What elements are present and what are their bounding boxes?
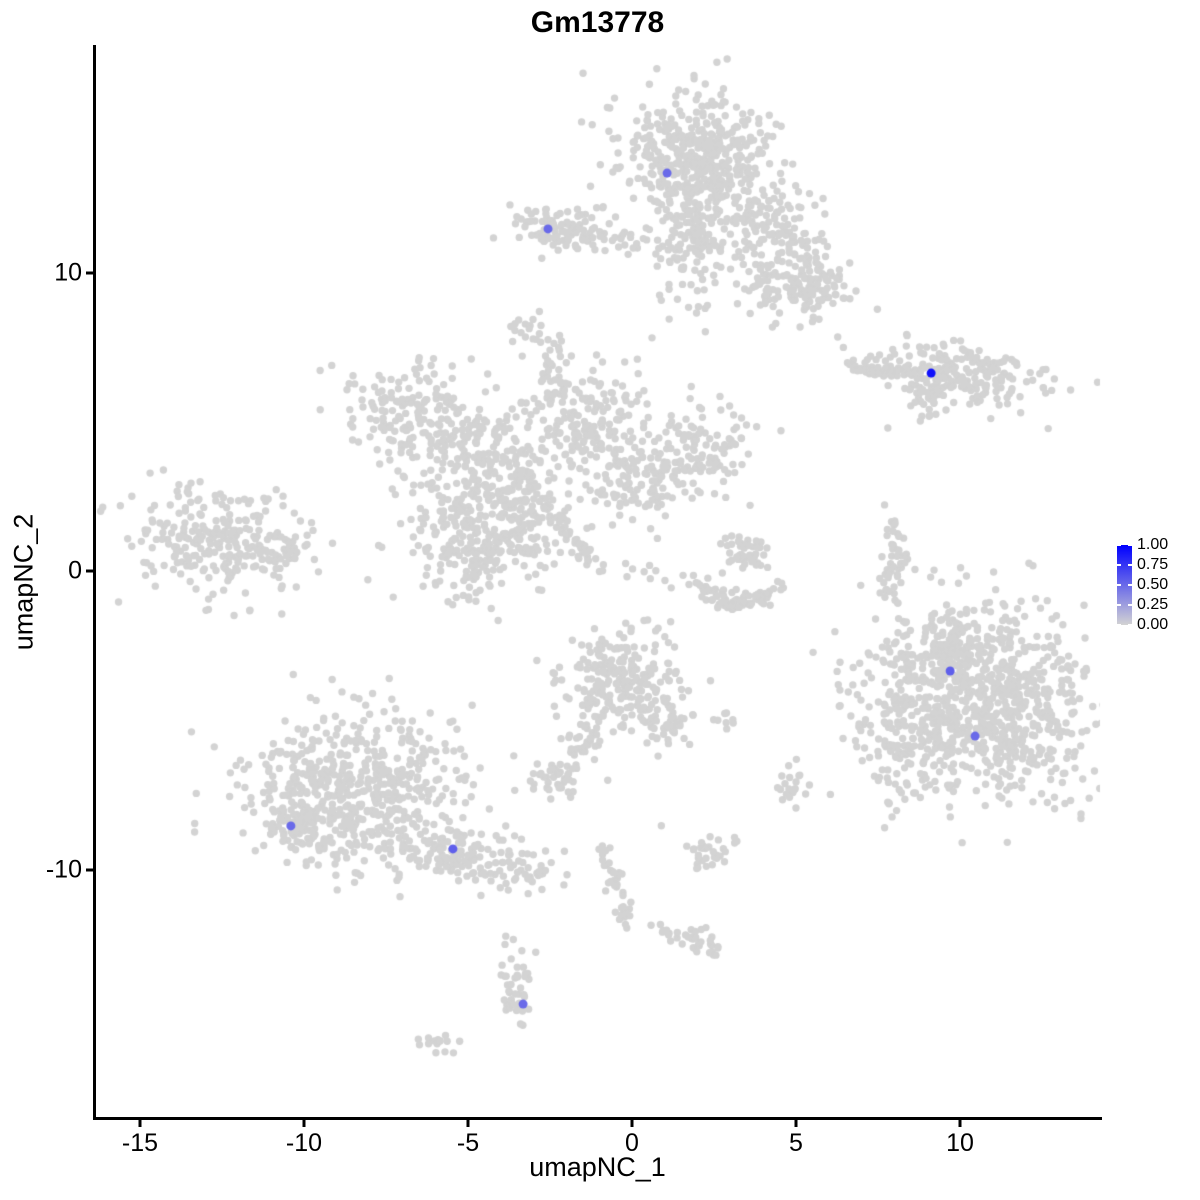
x-axis-line	[93, 1117, 1102, 1120]
x-tick-mark	[958, 1120, 962, 1127]
y-axis-title: umapNC_2	[8, 513, 39, 651]
colorbar-tick-mark	[1128, 584, 1132, 586]
x-tick-mark	[138, 1120, 142, 1127]
x-axis-title: umapNC_1	[529, 1152, 666, 1182]
colorbar-tick-mark	[1128, 564, 1132, 566]
y-tick-label: 10	[54, 258, 82, 286]
x-tick-label: -15	[121, 1129, 159, 1157]
x-tick-label: 0	[625, 1129, 639, 1157]
colorbar-tick-label: 0.75	[1137, 556, 1169, 573]
y-tick-mark	[86, 868, 93, 871]
colorbar-tick-label: 0.00	[1137, 616, 1169, 633]
x-tick-mark	[794, 1120, 798, 1127]
colorbar-tick-label: 1.00	[1137, 536, 1169, 553]
y-tick-mark	[86, 569, 93, 573]
x-tick-label: 5	[789, 1129, 803, 1157]
y-tick-label: -10	[45, 855, 82, 883]
y-tick-label: 0	[68, 556, 82, 585]
colorbar-tick-mark	[1128, 624, 1132, 626]
plot-title: Gm13778	[530, 6, 665, 39]
colorbar-tick-label: 0.25	[1137, 596, 1169, 613]
colorbar-tick-label: 0.50	[1137, 576, 1169, 593]
colorbar-tick-mark	[1117, 544, 1121, 546]
y-tick-mark	[86, 271, 93, 274]
colorbar-legend: 1.00 0.75 0.50 0.25 0.00	[1112, 536, 1200, 640]
x-tick-label: 10	[946, 1129, 974, 1157]
y-axis-line	[93, 45, 96, 1120]
colorbar-tick-mark	[1117, 584, 1121, 586]
colorbar-tick-mark	[1117, 624, 1121, 626]
x-tick-mark	[630, 1120, 634, 1127]
colorbar-tick-mark	[1117, 564, 1121, 566]
colorbar-tick-mark	[1117, 604, 1121, 606]
x-tick-label: -10	[285, 1129, 323, 1157]
colorbar-tick-mark	[1128, 604, 1132, 606]
x-tick-mark	[302, 1120, 306, 1127]
colorbar-tick-mark	[1128, 544, 1132, 546]
x-tick-mark	[466, 1120, 470, 1127]
x-tick-label: -5	[456, 1129, 480, 1157]
